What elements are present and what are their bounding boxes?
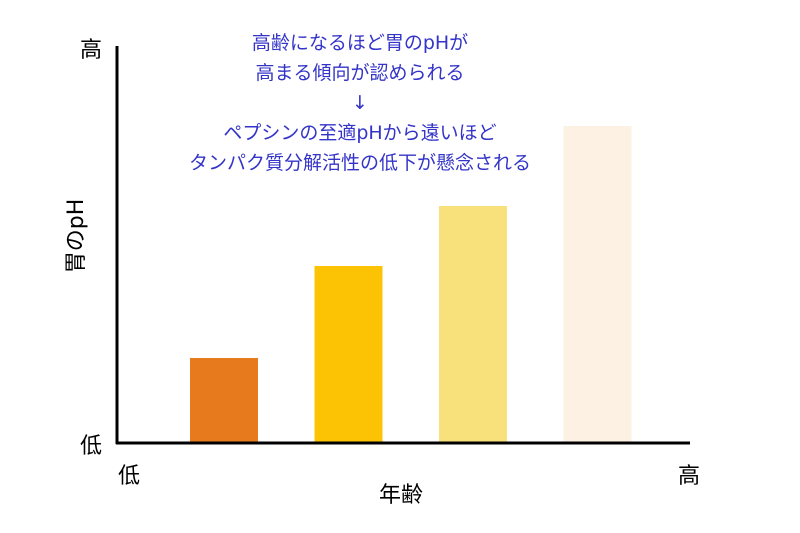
- annotation-line-1: 高齢になるほど胃のpHが: [251, 32, 469, 54]
- x-tick-low: 低: [118, 464, 141, 489]
- y-axis-label: 胃のpH: [64, 198, 89, 274]
- bar-1: [190, 358, 258, 442]
- annotation-line-4: タンパク質分解活性の低下が懸念される: [188, 152, 531, 174]
- x-axis-label: 年齢: [379, 483, 424, 508]
- x-tick-high: 高: [678, 464, 701, 489]
- annotation-line-3: ペプシンの至適pHから遠いほど: [223, 122, 497, 144]
- bars-group: [190, 126, 632, 442]
- y-tick-high: 高: [80, 38, 103, 63]
- bar-4: [563, 126, 632, 442]
- y-tick-low: 低: [80, 434, 103, 459]
- bar-2: [314, 266, 383, 442]
- bar-3: [439, 206, 507, 442]
- annotation-arrow: ↓: [352, 92, 368, 114]
- annotation-line-2: 高まる傾向が認められる: [255, 62, 465, 84]
- annotation-text: 高齢になるほど胃のpHが 高まる傾向が認められる ↓ ペプシンの至適pHから遠い…: [150, 28, 570, 178]
